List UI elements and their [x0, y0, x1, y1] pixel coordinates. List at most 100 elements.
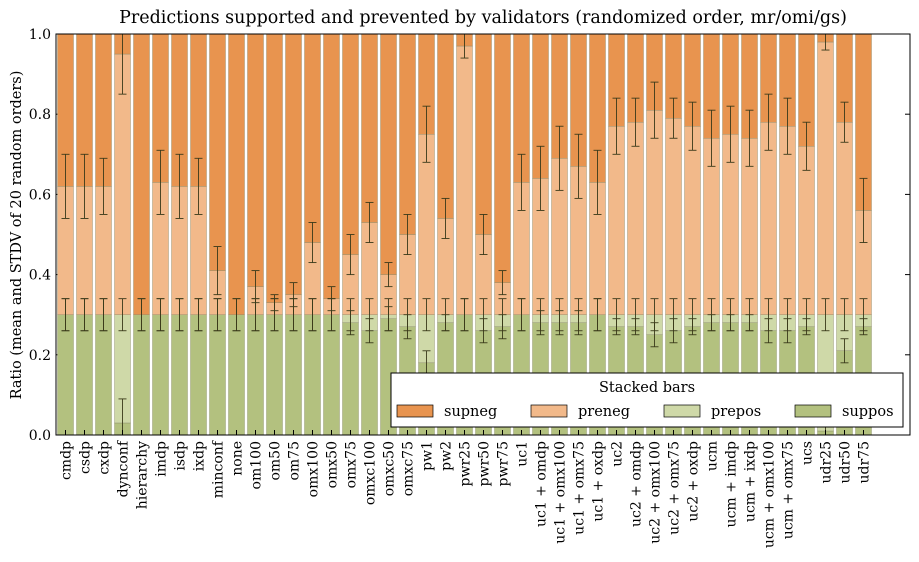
y-tick-label: 0.2: [29, 348, 51, 364]
x-tick-label: ixdp: [192, 441, 208, 471]
x-tick-label: ucs: [800, 441, 816, 465]
bar-segment-preneg: [665, 118, 682, 315]
bar-segment-suppos: [171, 314, 188, 436]
x-tick-label: uc2 + omx75: [667, 441, 683, 535]
bar-segment-supneg: [304, 33, 321, 243]
x-tick-label: omx50: [325, 441, 341, 488]
bar-segment-supneg: [209, 33, 226, 271]
y-tick-label: 0.6: [29, 187, 51, 203]
bar-segment-suppos: [133, 314, 150, 436]
x-tick-label: dynconf: [116, 439, 132, 497]
x-tick-label: uc1 + omx75: [572, 441, 588, 535]
y-axis-label: Ratio (mean and STDV of 20 random orders…: [9, 71, 25, 400]
bar-segment-supneg: [228, 33, 245, 315]
x-tick-label: cxdp: [97, 441, 113, 475]
legend-box: [390, 372, 904, 428]
bar-segment-suppos: [361, 330, 378, 436]
x-tick-label: ucm + ixdp: [743, 441, 759, 522]
x-tick-label: pwr50: [477, 441, 493, 486]
x-tick-label: omxc50: [382, 441, 398, 496]
x-tick-label: uc2 + oxdp: [686, 441, 702, 522]
x-tick-label: omxc75: [401, 441, 417, 496]
bar-segment-preneg: [760, 122, 777, 315]
x-tick-label: ucm + omx75: [781, 441, 797, 539]
bar-segment-suppos: [285, 314, 302, 436]
bar-segment-preneg: [836, 122, 853, 315]
bar-segment-suppos: [342, 322, 359, 436]
x-tick-label: pwr75: [496, 441, 512, 486]
y-tick-label: 0.0: [29, 428, 51, 444]
x-tick-label: om100: [249, 441, 265, 489]
x-tick-label: uc1 + oxdp: [591, 441, 607, 522]
chart-title: Predictions supported and prevented by v…: [119, 8, 847, 28]
bar-segment-supneg: [494, 33, 511, 283]
x-tick-label: pw1: [420, 441, 436, 471]
bar-segment-supneg: [399, 33, 416, 235]
bar-segment-preneg: [684, 126, 701, 315]
x-tick-label: udr75: [857, 441, 873, 484]
bar-segment-suppos: [95, 314, 112, 436]
x-tick-label: isdp: [173, 441, 189, 471]
bar-segment-suppos: [304, 314, 321, 436]
x-tick-label: ucm: [705, 441, 721, 471]
x-tick-label: udr25: [819, 441, 835, 484]
legend-label-prepos: prepos: [711, 404, 761, 420]
bar-segment-suppos: [190, 314, 207, 436]
bar-segment-suppos: [76, 314, 93, 436]
x-tick-label: udr50: [838, 441, 854, 484]
bar-segment-suppos: [323, 314, 340, 436]
x-tick-label: uc2: [610, 441, 626, 467]
x-tick-label: csdp: [78, 441, 94, 474]
x-tick-label: om50: [268, 441, 284, 481]
bar-segment-suppos: [57, 314, 74, 436]
x-tick-label: uc1: [515, 441, 531, 467]
bar-segment-preneg: [456, 45, 473, 315]
legend-swatch-suppos: [794, 404, 832, 418]
legend-swatch-prepos: [663, 404, 701, 418]
bar-segment-preneg: [627, 122, 644, 315]
bar-segment-supneg: [247, 33, 264, 287]
legend-title: Stacked bars: [599, 380, 695, 396]
x-tick-label: uc1 + omdp: [534, 441, 550, 527]
x-tick-label: omx100: [306, 441, 322, 497]
x-tick-label: uc2 + omdp: [629, 441, 645, 527]
legend-swatch-preneg: [530, 404, 568, 418]
x-tick-label: pw2: [439, 441, 455, 471]
x-tick-label: ucm + imdp: [724, 441, 740, 527]
legend-label-suppos: suppos: [842, 404, 894, 420]
plot-frame: [55, 33, 911, 436]
bar-segment-preneg: [798, 146, 815, 315]
bar-segment-supneg: [285, 33, 302, 295]
bar-segment-supneg: [475, 33, 492, 235]
legend-label-preneg: preneg: [578, 404, 630, 420]
bar-segment-preneg: [817, 41, 834, 315]
bar-segment-supneg: [133, 33, 150, 315]
legend-swatch-supneg: [396, 404, 434, 418]
bar-segment-suppos: [228, 314, 245, 436]
y-tick-label: 0.8: [29, 107, 51, 123]
x-tick-label: ucm + omx100: [762, 441, 778, 548]
x-tick-label: imdp: [154, 441, 170, 477]
bar-segment-suppos: [152, 314, 169, 436]
bar-segment-supneg: [342, 33, 359, 255]
y-tick-label: 0.4: [29, 268, 51, 284]
x-tick-label: uc1 + omx100: [553, 441, 569, 544]
plot-area: 0.0 0.2 0.4 0.6 0.8 1.0 cmdp csdp cxdp dynconf hie…: [29, 27, 910, 548]
bar-segment-suppos: [266, 314, 283, 436]
x-tick-label: hierarchy: [135, 441, 151, 509]
x-tick-label: omxc100: [363, 441, 379, 505]
bar-segment-supneg: [361, 33, 378, 223]
bar-segment-supneg: [437, 33, 454, 219]
x-tick-label: none: [230, 441, 246, 476]
bar-segment-supneg: [266, 33, 283, 303]
x-tick-label: om75: [287, 441, 303, 481]
x-tick-label: omx75: [344, 441, 360, 488]
y-tick-label: 1.0: [29, 27, 51, 43]
bar-segment-suppos: [247, 314, 264, 436]
x-tick-label: minconf: [211, 439, 227, 498]
x-tick-label: pwr25: [458, 441, 474, 486]
bar-segment-suppos: [209, 314, 226, 436]
bar-segment-supneg: [380, 33, 397, 275]
bar-segment-supneg: [323, 33, 340, 299]
x-tick-label: uc2 + omx100: [648, 441, 664, 544]
